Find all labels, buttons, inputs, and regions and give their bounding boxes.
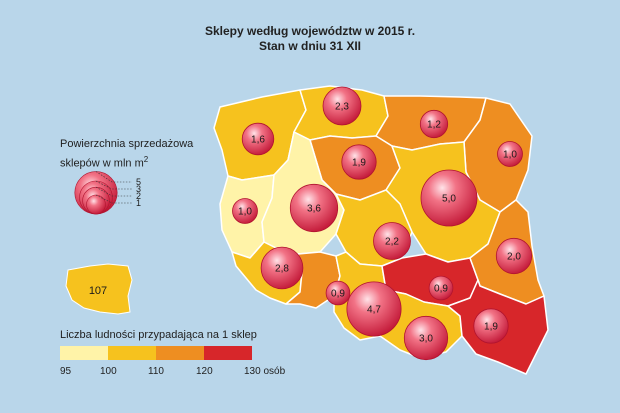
bubble-małopolskie: [403, 315, 449, 361]
bubble-label-podlaskie: 1,0: [503, 150, 517, 161]
population-legend-title: Liczba ludności przypadająca na 1 sklep: [60, 329, 257, 341]
bubble-pomorskie: [322, 86, 362, 126]
bubble-legend-leader-5: [95, 171, 132, 183]
population-legend-bar: [60, 346, 252, 360]
bubble-łódzkie: [373, 222, 411, 260]
bubble-label-pomorskie: 2,3: [335, 102, 349, 113]
bubble-podkarpackie: [473, 308, 509, 344]
bubble-legend-circle-1: [86, 194, 106, 215]
bubble-label-mazowieckie: 5,0: [442, 194, 456, 205]
country-inset-value: 107: [89, 285, 107, 297]
bubble-label-lubelskie: 2,0: [507, 252, 521, 263]
bubble-legend-title: Powierzchnia sprzedażowa sklepów w mln m…: [60, 136, 220, 172]
bubble-zachodniopomorskie: [241, 122, 275, 156]
population-legend-tick: 130 osób: [244, 366, 286, 377]
bubble-lubuskie: [232, 198, 258, 224]
bubble-lubelskie: [495, 237, 533, 275]
bubble-label-dolnośląskie: 2,8: [275, 264, 289, 275]
bubble-kujawsko-pomorskie: [341, 144, 377, 180]
map-title-line1: Sklepy według województw w 2015 r.: [204, 24, 416, 38]
population-legend-swatch-4: [204, 346, 252, 360]
bubble-podlaskie: [497, 141, 523, 167]
bubble-legend-title-line2: sklepów w mln m2: [60, 152, 220, 172]
bubble-legend-title-unit: sklepów w mln m: [60, 157, 144, 170]
bubble-layer: 1,6 2,3 1,2 1,0 1,9 1,0 3,6 5,0 2,2 2,8 0,9 4,7 0,9 2…: [232, 86, 533, 361]
bubble-label-łódzkie: 2,2: [385, 237, 399, 248]
bubble-label-warmińsko-mazurskie: 1,2: [427, 120, 441, 131]
bubble-label-opolskie: 0,9: [331, 289, 345, 300]
bubble-label-śląskie: 4,7: [367, 305, 381, 316]
bubble-legend-leader-3: [95, 180, 132, 190]
bubble-legend-leader-1: [95, 194, 132, 204]
bubble-legend-title-line1: Powierzchnia sprzedażowa: [60, 138, 194, 150]
bubble-wielkopolskie: [289, 183, 339, 233]
bubble-legend-tick-1: 1: [136, 198, 141, 208]
bubble-świętokrzyskie: [428, 275, 454, 301]
bubble-legend-tick-2: 2: [136, 191, 141, 201]
population-legend-tick: 100: [100, 366, 117, 377]
map-title: Sklepy według województw w 2015 r. Stan …: [0, 24, 620, 54]
population-legend-tick: 120: [196, 366, 213, 377]
bubble-legend-leader-2: [95, 186, 132, 197]
population-legend-tick: 110: [148, 366, 164, 377]
bubble-label-wielkopolskie: 3,6: [307, 204, 321, 215]
bubble-dolnośląskie: [260, 246, 304, 290]
bubble-legend-title-sup: 2: [143, 155, 149, 164]
bubble-label-podkarpackie: 1,9: [484, 322, 498, 333]
population-legend-swatch-2: [108, 346, 156, 360]
bubble-label-zachodniopomorskie: 1,6: [251, 135, 265, 146]
bubble-śląskie: [346, 281, 402, 337]
map-title-line2: Stan w dniu 31 XII: [258, 39, 362, 53]
bubble-warmińsko-mazurskie: [419, 109, 449, 139]
population-legend-swatch-1: [60, 346, 108, 360]
bubble-label-małopolskie: 3,0: [419, 334, 433, 345]
bubble-label-kujawsko-pomorskie: 1,9: [352, 158, 366, 169]
population-legend-tick: 95: [60, 366, 72, 377]
bubble-label-lubuskie: 1,0: [238, 207, 252, 218]
bubble-opolskie: [325, 280, 351, 306]
population-legend-swatch-3: [156, 346, 204, 360]
bubble-legend-tick-3: 3: [136, 184, 141, 194]
bubble-mazowieckie: [420, 169, 478, 227]
bubble-legend-tick-5: 5: [136, 177, 141, 187]
bubble-label-świętokrzyskie: 0,9: [434, 284, 448, 295]
country-inset-shape: [65, 263, 133, 315]
